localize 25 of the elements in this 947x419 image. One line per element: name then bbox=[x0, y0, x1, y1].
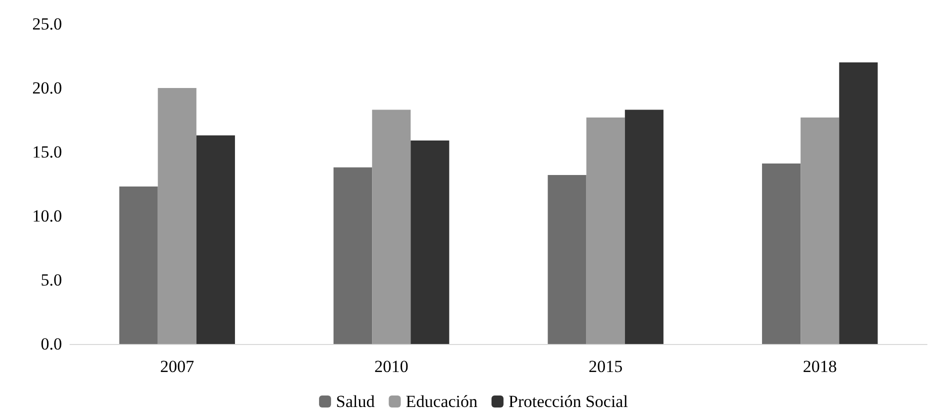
y-tick-label: 15.0 bbox=[32, 142, 62, 162]
legend-label: Educación bbox=[406, 392, 478, 411]
bar bbox=[410, 140, 450, 344]
bar bbox=[839, 62, 878, 344]
y-tick-label: 10.0 bbox=[32, 206, 62, 226]
x-tick-label: 2007 bbox=[160, 357, 195, 376]
bar bbox=[372, 110, 411, 344]
legend-label: Salud bbox=[336, 392, 376, 411]
x-tick-label: 2010 bbox=[374, 357, 408, 376]
bar bbox=[334, 167, 372, 344]
x-tick-label: 2015 bbox=[588, 357, 623, 376]
legend-label: Protección Social bbox=[508, 392, 628, 411]
y-tick-label: 5.0 bbox=[40, 270, 62, 290]
bar bbox=[800, 117, 840, 344]
y-tick-label: 20.0 bbox=[32, 78, 62, 98]
y-tick-label: 25.0 bbox=[32, 14, 62, 34]
bar bbox=[586, 117, 625, 344]
bar bbox=[762, 164, 801, 344]
x-tick-label: 2018 bbox=[802, 357, 837, 376]
bar bbox=[158, 88, 196, 344]
y-tick-label: 0.0 bbox=[40, 334, 62, 354]
bar bbox=[624, 110, 664, 344]
bar bbox=[548, 175, 586, 344]
bar bbox=[196, 135, 235, 344]
bar bbox=[119, 186, 158, 344]
